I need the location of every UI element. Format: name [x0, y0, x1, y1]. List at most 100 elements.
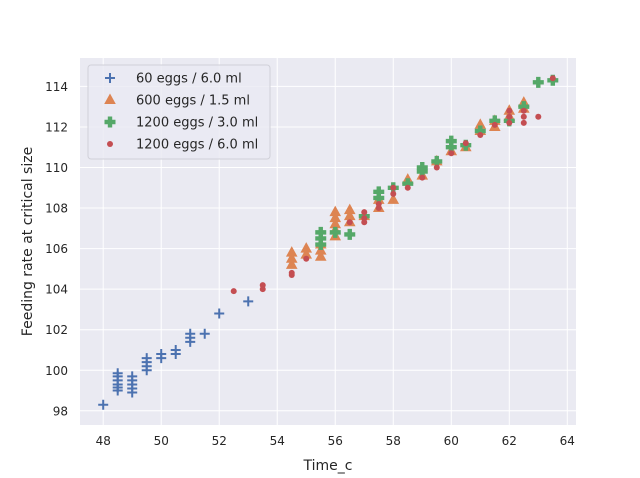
- data-point: [156, 349, 167, 360]
- data-point: [445, 141, 457, 153]
- y-axis-ticks: 98 100 102 104 106 108 110 112 114: [45, 80, 68, 418]
- legend-label: 600 eggs / 1.5 ml: [136, 94, 250, 109]
- legend-marker: [107, 141, 113, 147]
- legend-label: 1200 eggs / 6.0 ml: [136, 138, 258, 153]
- data-point: [532, 76, 544, 88]
- data-point: [285, 252, 298, 263]
- data-point: [549, 75, 556, 82]
- data-point: [419, 174, 426, 181]
- data-point: [329, 217, 342, 229]
- y-tick-label: 106: [45, 242, 68, 256]
- y-tick-label: 102: [45, 323, 68, 337]
- data-point: [329, 226, 341, 238]
- data-point: [285, 246, 298, 257]
- data-point: [329, 211, 342, 223]
- legend-marker: [104, 116, 116, 128]
- legend-label: 60 eggs / 6.0 ml: [136, 72, 242, 87]
- y-axis-label: Feeding rate at critical size: [20, 147, 36, 336]
- data-point: [474, 118, 487, 129]
- data-point: [416, 161, 428, 173]
- x-tick-label: 54: [270, 434, 285, 448]
- x-axis-ticks: 48 50 52 54 56 58 60 62 64: [96, 434, 575, 448]
- x-tick-label: 56: [328, 434, 343, 448]
- x-tick-label: 52: [212, 434, 227, 448]
- y-tick-label: 110: [45, 161, 68, 175]
- y-tick-label: 100: [45, 364, 68, 378]
- data-point: [243, 296, 254, 307]
- x-axis-label: Time_c: [303, 458, 353, 474]
- data-point: [343, 209, 356, 221]
- x-tick-label: 62: [502, 434, 517, 448]
- y-tick-label: 108: [45, 202, 68, 216]
- data-point: [300, 248, 313, 259]
- y-tick-label: 104: [45, 283, 68, 297]
- data-point: [462, 140, 469, 147]
- data-point: [404, 184, 411, 191]
- data-point: [112, 368, 123, 379]
- data-point: [98, 399, 109, 410]
- data-point: [387, 193, 400, 204]
- data-point: [315, 239, 327, 251]
- data-point: [259, 282, 266, 289]
- x-tick-label: 50: [154, 434, 169, 448]
- data-point: [390, 184, 397, 191]
- series-3: [230, 75, 556, 295]
- data-point: [390, 190, 397, 197]
- x-tick-label: 64: [560, 434, 575, 448]
- data-point: [520, 119, 527, 126]
- data-point: [346, 219, 353, 226]
- data-point: [315, 226, 327, 238]
- data-point: [199, 328, 210, 339]
- data-point: [448, 150, 455, 157]
- y-tick-label: 98: [53, 404, 68, 418]
- data-point: [300, 242, 313, 253]
- data-point: [375, 200, 382, 207]
- data-point: [506, 119, 513, 126]
- data-point: [127, 371, 138, 382]
- data-point: [343, 203, 356, 215]
- data-point: [520, 113, 527, 120]
- legend-marker: [104, 93, 116, 104]
- data-point: [477, 132, 484, 139]
- data-point: [141, 353, 152, 364]
- legend-box: [87, 64, 271, 160]
- x-tick-label: 58: [386, 434, 401, 448]
- data-points: [98, 74, 559, 410]
- data-point: [230, 288, 237, 295]
- data-point: [285, 258, 298, 269]
- y-tick-label: 114: [45, 80, 68, 94]
- data-point: [506, 113, 513, 120]
- data-point: [214, 308, 225, 319]
- data-point: [491, 121, 498, 128]
- x-tick-label: 60: [444, 434, 459, 448]
- data-point: [170, 344, 181, 355]
- data-point: [303, 255, 310, 262]
- data-point: [361, 215, 368, 222]
- series-0: [98, 296, 254, 410]
- legend: 60 eggs / 6.0 ml 600 eggs / 1.5 ml 1200 eg…: [87, 64, 271, 160]
- data-point: [361, 209, 368, 216]
- data-point: [535, 113, 542, 120]
- data-point: [433, 164, 440, 171]
- data-point: [506, 107, 513, 114]
- data-point: [315, 232, 327, 244]
- legend-label: 1200 eggs / 3.0 ml: [136, 116, 258, 131]
- data-point: [520, 107, 527, 114]
- data-point: [373, 186, 385, 198]
- data-point: [489, 115, 501, 127]
- data-point: [288, 269, 295, 276]
- data-point: [445, 135, 457, 147]
- data-point: [344, 228, 356, 240]
- x-tick-label: 48: [96, 434, 111, 448]
- data-point: [373, 192, 385, 204]
- data-point: [518, 101, 530, 113]
- data-point: [431, 155, 443, 167]
- data-point: [185, 328, 196, 339]
- data-point: [402, 178, 414, 190]
- data-point: [314, 250, 327, 261]
- y-tick-label: 112: [45, 120, 68, 134]
- data-point: [474, 125, 486, 137]
- data-point: [329, 205, 342, 217]
- legend-marker: [105, 73, 115, 83]
